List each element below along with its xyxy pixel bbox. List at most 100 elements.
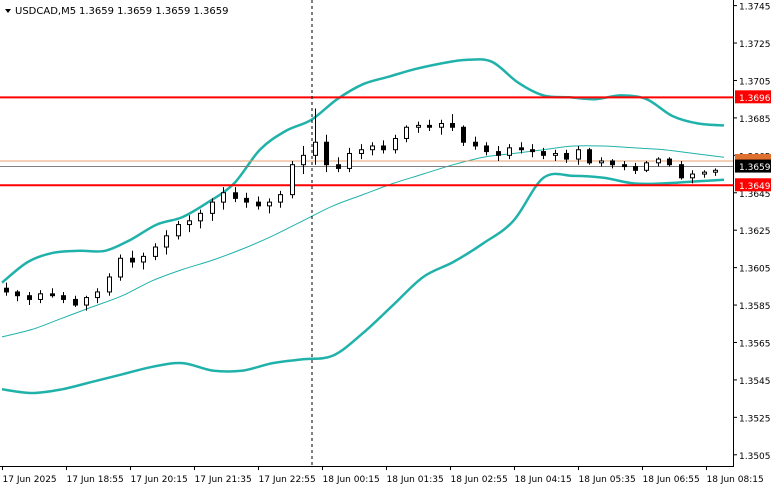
candle-body-bull [107, 276, 112, 293]
candle-body-bull [507, 147, 512, 156]
candle-body-bear [461, 126, 466, 143]
candle-body-bull [599, 160, 604, 164]
candle [530, 144, 535, 158]
x-tick-label: 17 Jun 22:55 [259, 475, 316, 485]
candle [267, 198, 272, 214]
candle-body-bear [4, 287, 9, 293]
candle-body-bear [541, 151, 546, 156]
candlestick-series [4, 108, 718, 311]
candle-body-bull [164, 235, 169, 248]
candle [347, 147, 352, 173]
candle-body-bear [587, 149, 592, 164]
candle [541, 147, 546, 160]
dropdown-triangle-icon[interactable] [5, 9, 11, 13]
candle-body-bear [564, 152, 569, 160]
x-tick-label: 18 Jun 00:15 [323, 475, 380, 485]
candle-body-bear [610, 160, 615, 166]
candle [256, 196, 261, 210]
candle-body-bear [61, 295, 66, 300]
candle [210, 198, 215, 221]
chart-header: USDCAD,M5 1.3659 1.3659 1.3659 1.3659 [5, 6, 229, 17]
candle-body-bull [439, 123, 444, 128]
candle [313, 108, 318, 165]
y-tick-label: 1.3625 [739, 227, 771, 237]
y-tick-label: 1.3505 [739, 452, 771, 462]
candle [484, 142, 489, 156]
candle-body-bull [359, 149, 364, 154]
candle-body-bull [301, 154, 306, 166]
candle-body-bear [381, 145, 386, 151]
candle-body-bear [233, 192, 238, 199]
candle [118, 254, 123, 281]
bollinger-middle-line [1, 145, 725, 338]
candle [107, 273, 112, 296]
candle [690, 170, 695, 184]
candle-body-bull [702, 171, 707, 175]
candle-body-bull [278, 194, 283, 203]
candle [496, 145, 501, 161]
candle-body-bull [141, 255, 146, 263]
candle-body-bull [221, 192, 226, 203]
candle [381, 140, 386, 154]
candle [95, 288, 100, 304]
candle [404, 125, 409, 143]
candle [84, 295, 89, 311]
candle [130, 250, 135, 268]
x-tick-label: 17 Jun 20:15 [131, 475, 188, 485]
y-tick-label: 1.3705 [739, 77, 771, 87]
candle [61, 291, 66, 304]
candle-body-bull [290, 164, 295, 196]
candle [50, 288, 55, 298]
candle-body-bear [244, 197, 249, 203]
candle-body-bear [473, 141, 478, 147]
current-price-label: 1.3659 [739, 163, 771, 173]
y-tick-label: 1.3645 [739, 190, 771, 200]
candle-body-bull [187, 220, 192, 226]
candle-body-bull [95, 291, 100, 299]
candle [370, 142, 375, 156]
candle-body-bear [50, 293, 55, 297]
ohlc-values: 1.3659 1.3659 1.3659 1.3659 [79, 6, 229, 17]
candle [450, 114, 455, 132]
candle [393, 134, 398, 154]
candle [176, 220, 181, 240]
candle [473, 136, 478, 150]
candle [461, 125, 466, 146]
time-axis[interactable]: 17 Jun 2025 17 Jun 18:55 17 Jun 20:15 17 Ju… [2, 466, 764, 485]
candle-body-bear [450, 123, 455, 128]
candle-body-bear [15, 291, 20, 297]
candle-body-bear [130, 257, 135, 263]
candle [644, 160, 649, 173]
x-tick-label: 17 Jun 21:35 [195, 475, 252, 485]
candle [187, 215, 192, 233]
x-tick-label: 18 Jun 04:15 [515, 475, 572, 485]
candle [587, 147, 592, 165]
level-price-label: 1.3649 [739, 182, 771, 192]
candle [198, 209, 203, 229]
candle [153, 243, 158, 261]
candle [141, 252, 146, 270]
candle [576, 145, 581, 165]
horizontal-levels[interactable] [0, 96, 733, 187]
candle-body-bull [644, 162, 649, 171]
candle-body-bear [667, 158, 672, 166]
candle-body-bull [153, 246, 158, 257]
x-tick-label: 18 Jun 02:55 [451, 475, 508, 485]
y-tick-label: 1.3545 [739, 377, 771, 387]
candle-body-bull [267, 201, 272, 207]
level-price-tag [735, 90, 771, 104]
candle [702, 170, 707, 178]
x-tick-label: 17 Jun 18:55 [67, 475, 124, 485]
candle-body-bear [679, 164, 684, 179]
x-tick-label: 18 Jun 06:55 [643, 475, 700, 485]
candle-body-bull [210, 201, 215, 214]
candle [290, 160, 295, 199]
candle-body-bull [347, 152, 352, 169]
candle [439, 119, 444, 135]
candle [244, 192, 249, 208]
candle [27, 291, 32, 306]
candle-body-bull [38, 293, 43, 300]
